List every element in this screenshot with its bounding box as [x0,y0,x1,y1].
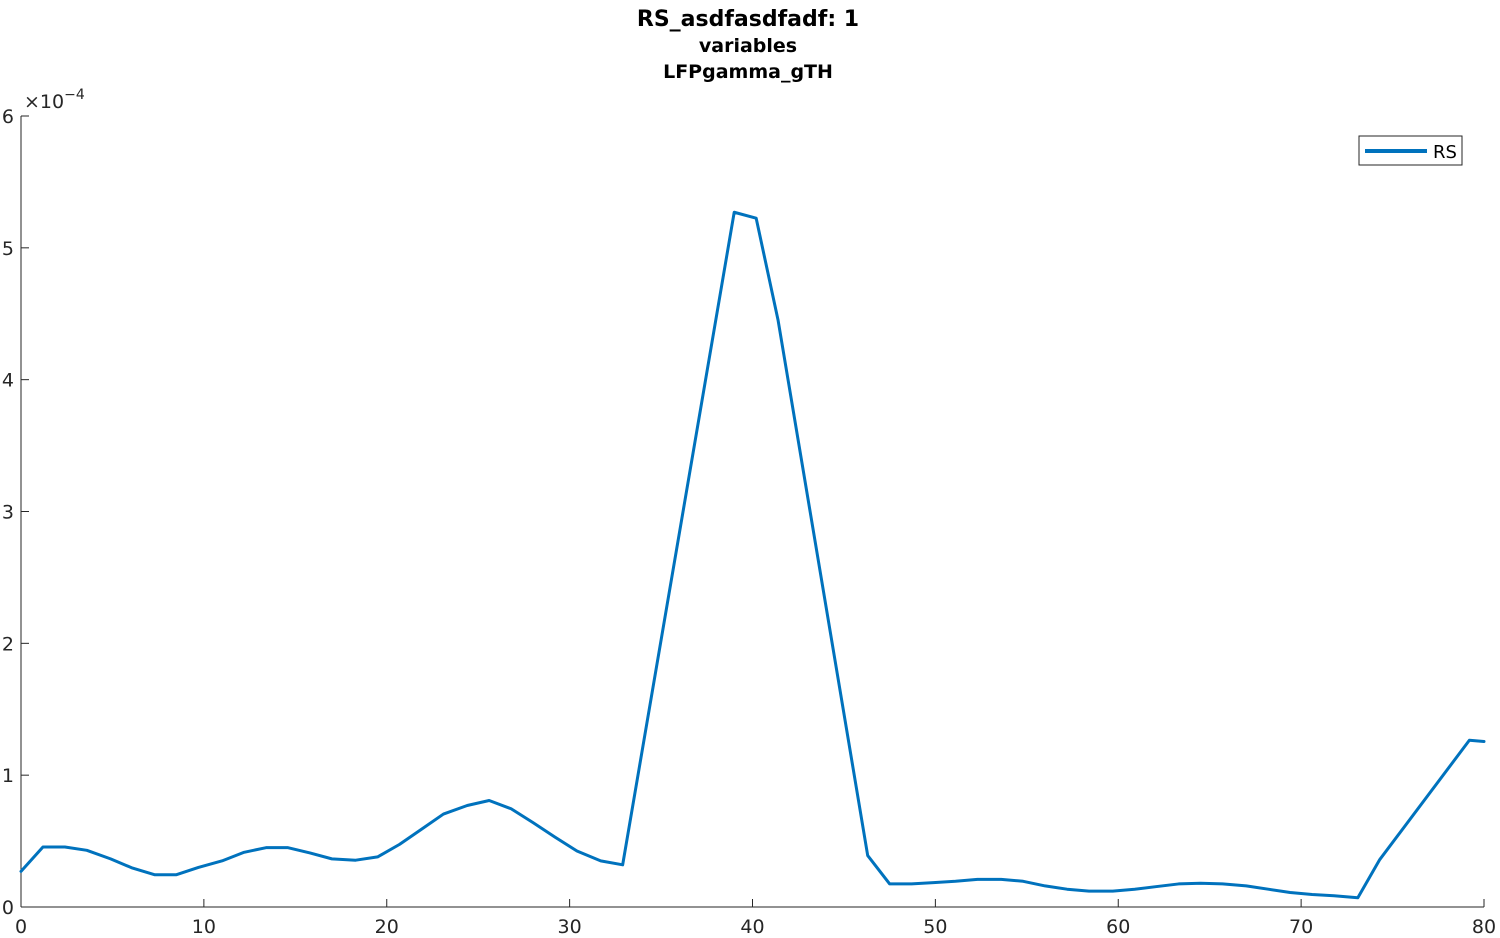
x-tick-label: 80 [1472,916,1496,938]
y-tick-label: 5 [2,238,14,260]
y-tick-label: 4 [2,370,14,392]
x-tick-label: 50 [923,916,947,938]
x-tick-label: 70 [1289,916,1313,938]
y-exponent-power: −4 [64,87,85,103]
y-tick-label: 1 [2,765,14,787]
plot-area [21,116,1484,907]
x-tick-label: 60 [1106,916,1130,938]
chart-title-line-3: LFPgamma_gTH [663,61,833,83]
series-layer [19,210,1486,900]
x-tick-label: 0 [15,916,27,938]
chart-title-line-2: variables [699,35,797,57]
y-exponent-base: ×10 [24,91,64,113]
chart-title-line-1: RS_asdfasdfadf: 1 [637,7,859,32]
y-tick-label: 0 [2,897,14,919]
legend-label-rs: RS [1433,142,1457,163]
series-line-rs [19,210,1486,900]
y-tick-label: 3 [2,502,14,524]
y-tick-label: 6 [2,106,14,128]
x-tick-label: 20 [375,916,399,938]
y-ticks: 0 1 2 3 4 5 6 [2,106,29,919]
plot-axes: 0 10 20 30 40 50 60 70 80 0 1 2 3 4 5 6 ×10−4 [2,87,1496,938]
x-tick-label: 10 [192,916,216,938]
legend: RS [1358,135,1463,166]
x-tick-label: 40 [740,916,764,938]
x-ticks: 0 10 20 30 40 50 60 70 80 [15,899,1496,938]
y-exponent-label: ×10−4 [24,87,85,113]
chart-title: RS_asdfasdfadf: 1 variables LFPgamma_gTH [637,7,859,83]
y-tick-label: 2 [2,633,14,655]
x-tick-label: 30 [558,916,582,938]
